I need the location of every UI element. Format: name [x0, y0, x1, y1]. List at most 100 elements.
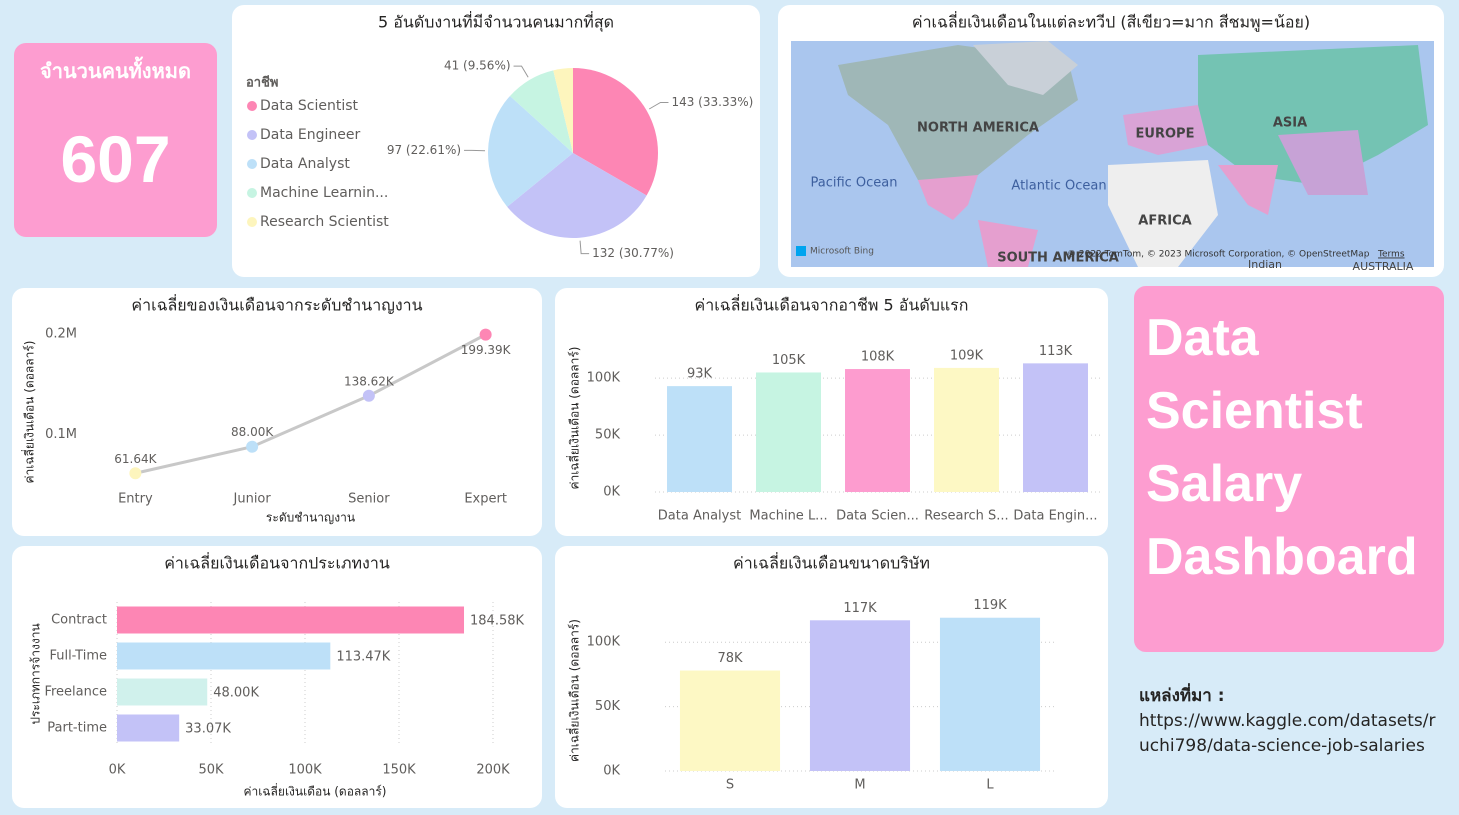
- bar: [117, 606, 465, 634]
- data-label: 132 (30.77%): [592, 246, 674, 260]
- line-card: ค่าเฉลี่ยของเงินเดือนจากระดับชำนาญงาน 0.1…: [12, 288, 542, 536]
- data-label: 138.62K: [344, 374, 395, 388]
- pie-slice: [573, 68, 658, 196]
- data-label: 48.00K: [213, 686, 259, 701]
- point: [129, 467, 142, 480]
- x-tick-label: S: [726, 778, 734, 793]
- y-tick-label: Part-time: [47, 721, 107, 736]
- legend-marker: [247, 101, 257, 111]
- pie-slice: [488, 95, 573, 207]
- chart-title: ค่าเฉลี่ยของเงินเดือนจากระดับชำนาญงาน: [131, 294, 422, 315]
- map-provider: Microsoft Bing: [810, 247, 874, 257]
- line: [135, 333, 487, 475]
- hbar-card: ค่าเฉลี่ยเงินเดือนจากประเภทงาน 0K 50K 100K 1…: [12, 546, 542, 808]
- map-label: Pacific Ocean: [810, 176, 897, 191]
- data-label: 199.39K: [461, 343, 512, 357]
- bar: [939, 617, 1041, 771]
- bar-card: ค่าเฉลี่ยเงินเดือนจากอาชีพ 5 อันดับแรก 0K…: [555, 288, 1108, 536]
- map-label: NORTH AMERICA: [917, 121, 1039, 136]
- data-label: 105K: [772, 353, 806, 368]
- y-tick-label: 0.2M: [45, 327, 77, 342]
- bar: [934, 367, 999, 492]
- source-label: แหล่งที่มา :: [1139, 686, 1225, 706]
- x-tick-label: M: [854, 778, 865, 793]
- y-tick-label: 50K: [595, 699, 621, 714]
- x-tick-label: Junior: [233, 492, 272, 507]
- map-title: ค่าเฉลี่ยเงินเดือนในแต่ละทวีป (สีเขียว=ม…: [912, 11, 1310, 33]
- bar: [756, 372, 821, 492]
- bar-card: ค่าเฉลี่ยเงินเดือนขนาดบริษัท 0K 50K 100K 78K…: [555, 546, 1108, 808]
- bar: [809, 620, 911, 771]
- leader-line: [579, 240, 590, 255]
- bar: [117, 714, 180, 742]
- bar: [667, 386, 732, 492]
- y-tick-label: 0K: [603, 764, 620, 779]
- data-label: 184.58K: [470, 614, 524, 629]
- legend-label: Research Scientist: [260, 214, 389, 230]
- india: [1218, 165, 1278, 215]
- point: [362, 389, 375, 402]
- map-label: ASIA: [1273, 116, 1307, 131]
- legend-label: Data Scientist: [260, 98, 359, 114]
- y-tick-label: Freelance: [44, 685, 107, 700]
- data-label: 113K: [1039, 344, 1073, 359]
- south-america: [978, 220, 1038, 267]
- chart-title: ค่าเฉลี่ยเงินเดือนจากอาชีพ 5 อันดับแรก: [695, 294, 969, 315]
- map-label: EUROPE: [1136, 127, 1195, 142]
- y-axis-title: ค่าเฉลี่ยเงินเดือน (ดอลลาร์): [21, 341, 37, 484]
- central-america: [918, 175, 978, 220]
- title-card: Data Scientist Salary Dashboard: [1134, 286, 1444, 652]
- chart-title: 5 อันดับงานที่มีจำนวนคนมากที่สุด: [378, 11, 614, 33]
- point: [479, 328, 492, 341]
- x-tick-label: Senior: [348, 492, 390, 507]
- x-tick-label: Research S...: [924, 509, 1008, 524]
- chart-title: ค่าเฉลี่ยเงินเดือนขนาดบริษัท: [733, 552, 930, 573]
- x-tick-label: L: [986, 778, 994, 793]
- map-label: AFRICA: [1138, 214, 1191, 229]
- data-label: 78K: [717, 651, 743, 666]
- pie-slice: [509, 70, 573, 153]
- pie-card: 5 อันดับงานที่มีจำนวนคนมากที่สุด อาชีพ 143…: [232, 5, 760, 277]
- bar: [1023, 363, 1088, 492]
- x-tick-label: Data Scien...: [836, 509, 919, 524]
- data-label: 88.00K: [231, 425, 274, 439]
- legend-marker: [247, 188, 257, 198]
- y-tick-label: 50K: [595, 428, 621, 443]
- pie-slice: [553, 68, 573, 153]
- source-url: https://www.kaggle.com/datasets/ruchi798…: [1139, 711, 1436, 756]
- data-label: 93K: [687, 367, 713, 382]
- y-axis-title: ประเภทการจ้างงาน: [29, 623, 43, 724]
- data-label: 117K: [843, 601, 877, 616]
- leader-line: [648, 102, 669, 110]
- bar: [117, 642, 331, 670]
- x-tick-label: Machine L...: [749, 509, 827, 524]
- chart-title: ค่าเฉลี่ยเงินเดือนจากประเภทงาน: [164, 552, 390, 573]
- china: [1278, 130, 1368, 195]
- x-tick-label: Expert: [464, 492, 507, 507]
- africa: [1108, 160, 1218, 267]
- bing-logo: [796, 246, 806, 256]
- legend-marker: [247, 130, 257, 140]
- pie-slice: [507, 153, 647, 238]
- bar: [679, 670, 781, 771]
- asia: [1198, 45, 1428, 185]
- y-tick-label: 0.1M: [45, 427, 77, 442]
- bar-chart: ค่าเฉลี่ยเงินเดือนขนาดบริษัท 0K 50K 100K 78K…: [566, 552, 1055, 793]
- map-attribution: © 2022 TomTom, © 2023 Microsoft Corporat…: [1067, 250, 1370, 260]
- map-label: Indian: [1248, 258, 1282, 271]
- x-tick-label: 0K: [109, 763, 126, 778]
- x-tick-label: Data Analyst: [658, 509, 741, 524]
- bar-chart: ค่าเฉลี่ยเงินเดือนจากอาชีพ 5 อันดับแรก 0K…: [566, 294, 1100, 524]
- map: ค่าเฉลี่ยเงินเดือนในแต่ละทวีป (สีเขียว=ม…: [791, 11, 1434, 273]
- data-label: 61.64K: [114, 452, 157, 466]
- line-chart: ค่าเฉลี่ยของเงินเดือนจากระดับชำนาญงาน 0.1…: [21, 294, 512, 525]
- data-label: 113.47K: [336, 650, 390, 665]
- x-axis-title: ค่าเฉลี่ยเงินเดือน (ดอลลาร์): [244, 783, 387, 799]
- y-axis-title: ค่าเฉลี่ยเงินเดือน (ดอลลาร์): [566, 347, 582, 490]
- y-tick-label: Contract: [51, 613, 107, 628]
- x-tick-label: 100K: [288, 763, 322, 778]
- x-tick-label: Entry: [118, 492, 153, 507]
- data-label: 143 (33.33%): [671, 95, 753, 109]
- bar: [845, 369, 910, 492]
